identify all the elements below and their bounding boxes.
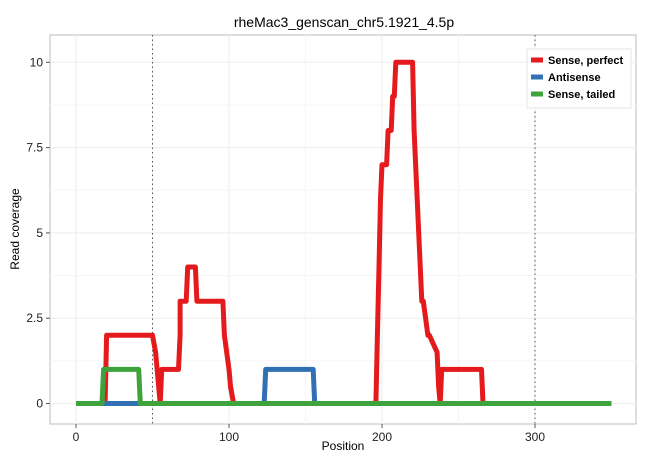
legend-label: Sense, tailed <box>548 89 615 101</box>
y-tick-label: 0 <box>36 397 43 411</box>
y-tick-label: 7.5 <box>26 141 43 155</box>
x-axis-title: Position <box>322 439 365 453</box>
legend-label: Sense, perfect <box>548 55 624 67</box>
y-axis: 0 2.5 5 7.5 10 <box>26 55 50 411</box>
chart-title: rheMac3_genscan_chr5.1921_4.5p <box>234 14 454 30</box>
series-line-sense-perfect <box>76 59 612 406</box>
y-tick-label: 5 <box>36 226 43 240</box>
x-tick-label: 0 <box>73 430 80 444</box>
y-tick-label: 2.5 <box>26 311 43 325</box>
reference-lines <box>152 35 536 424</box>
legend: Sense, perfect Antisense Sense, tailed <box>526 48 632 109</box>
x-tick-label: 300 <box>525 430 545 444</box>
x-tick-label: 200 <box>372 430 392 444</box>
legend-label: Antisense <box>548 72 601 84</box>
y-tick-label: 10 <box>30 55 44 69</box>
x-tick-label: 100 <box>219 430 239 444</box>
series-lines <box>76 59 612 406</box>
x-axis: 0 100 200 300 <box>73 424 545 444</box>
legend-box <box>526 48 632 109</box>
y-axis-title: Read coverage <box>8 188 22 270</box>
series-line-sense-tailed <box>76 366 612 406</box>
